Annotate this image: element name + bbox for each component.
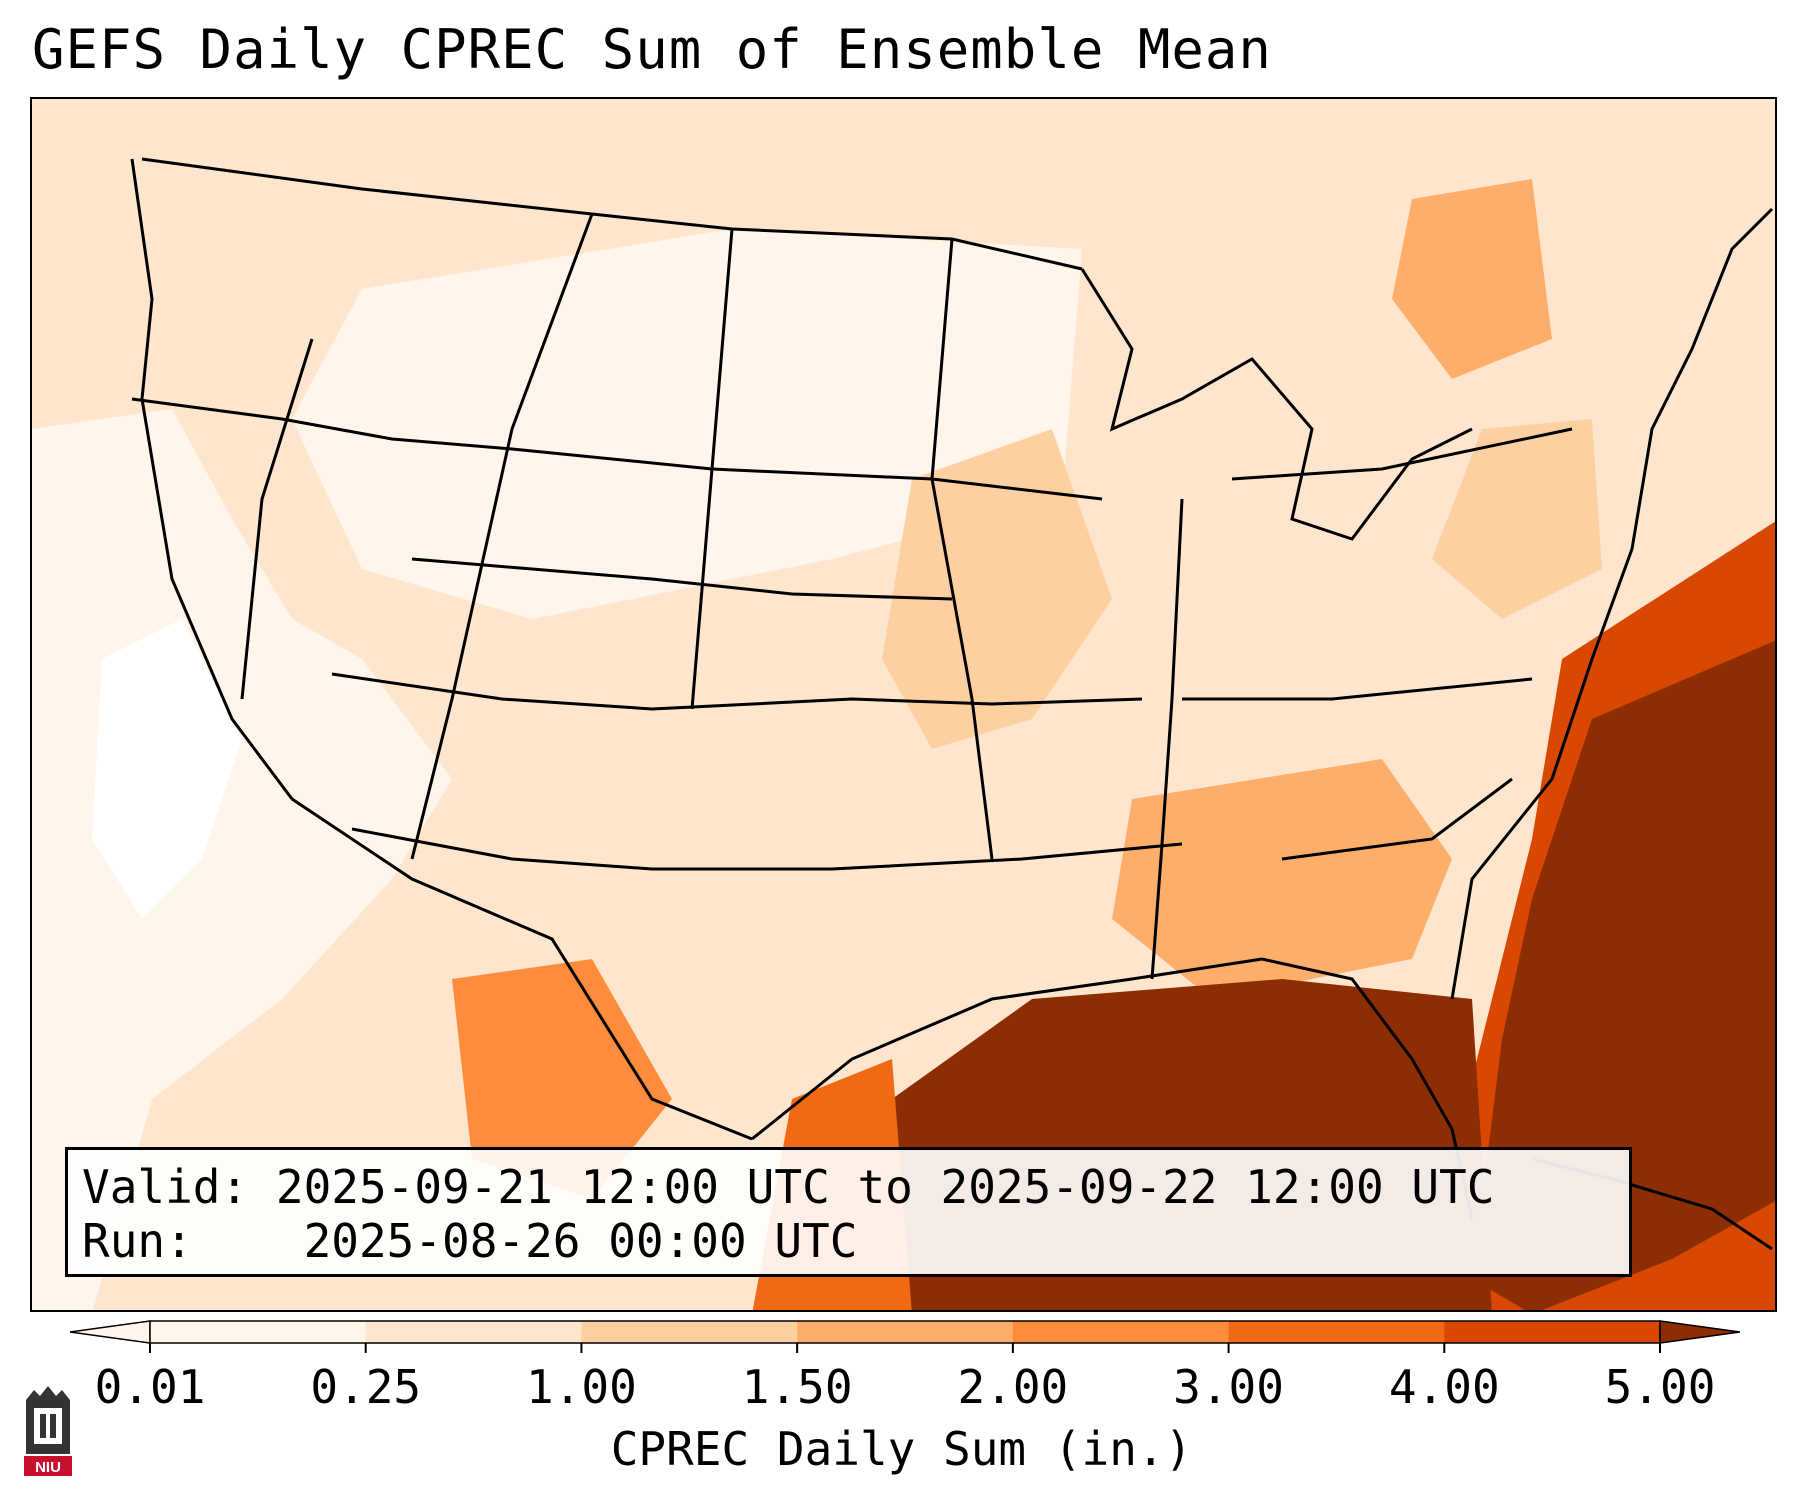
state-line-3 xyxy=(351,827,1183,871)
colorbar-segment xyxy=(365,1321,582,1343)
state-line-7 xyxy=(930,238,994,860)
run-row: Run: 2025-08-26 00:00 UTC xyxy=(82,1214,1615,1268)
southeast-moderate-region xyxy=(1112,759,1452,999)
colorbar-extend-left xyxy=(69,1320,151,1344)
run-value: 2025-08-26 00:00 UTC xyxy=(303,1214,858,1268)
central-moderate-region xyxy=(882,429,1112,749)
colorbar-extend-right xyxy=(1659,1320,1741,1344)
colorbar-tick-label: 0.01 xyxy=(94,1360,206,1414)
colorbar-segment xyxy=(797,1321,1014,1343)
gulf-coastline xyxy=(751,957,1474,1220)
tower-window xyxy=(34,1408,62,1444)
precipitation-map xyxy=(30,97,1777,1312)
state-line-6 xyxy=(690,228,734,710)
colorbar-segment xyxy=(581,1321,798,1343)
state-line-11 xyxy=(1231,427,1573,481)
atlantic-coastline xyxy=(1450,207,1774,1000)
colorbar-label: CPREC Daily Sum (in.) xyxy=(610,1422,1193,1476)
valid-value: 2025-09-21 12:00 UTC to 2025-09-22 12:00… xyxy=(275,1160,1495,1214)
colorbar-svg xyxy=(69,1320,1741,1353)
boundary-lines xyxy=(130,157,1774,1251)
colorbar-segment xyxy=(150,1321,367,1343)
map-title: GEFS Daily CPREC Sum of Ensemble Mean xyxy=(32,18,1272,81)
valid-row: Valid: 2025-09-21 12:00 UTC to 2025-09-2… xyxy=(82,1160,1615,1214)
state-line-5 xyxy=(410,213,594,860)
atlantic-max-region xyxy=(1472,640,1775,1310)
colorbar-tick-label: 0.25 xyxy=(310,1360,422,1414)
colorbar-tick-label: 2.00 xyxy=(957,1360,1069,1414)
state-line-12 xyxy=(1281,777,1513,861)
northeast-moderate-region xyxy=(1432,419,1602,619)
us-canada-border xyxy=(141,157,1083,271)
colorbar-outline xyxy=(149,1320,1661,1344)
colorbar-tick-label: 1.50 xyxy=(741,1360,853,1414)
niu-logo: NIU xyxy=(20,1386,76,1478)
state-line-2 xyxy=(331,672,1143,711)
colorbar-tick-label: 1.00 xyxy=(526,1360,637,1414)
niu-logo-icon: NIU xyxy=(24,1386,72,1476)
colorbar-tick-label: 4.00 xyxy=(1388,1360,1500,1414)
state-line-4 xyxy=(411,557,953,601)
colorbar xyxy=(69,1313,1741,1363)
state-line-8 xyxy=(1150,498,1184,980)
valid-time-box: Valid: 2025-09-21 12:00 UTC to 2025-09-2… xyxy=(65,1147,1632,1277)
colorbar-tick-label: 5.00 xyxy=(1604,1360,1716,1414)
colorbar-segment xyxy=(1012,1321,1230,1343)
run-label: Run: xyxy=(82,1214,193,1268)
interior-light-region xyxy=(292,229,1082,619)
tower-bar-right xyxy=(50,1414,56,1438)
white-patch-west xyxy=(92,619,242,919)
western-light-region xyxy=(32,409,452,1310)
logo-banner xyxy=(24,1456,72,1476)
great-lakes-outline xyxy=(1080,268,1473,541)
pacific-coastline xyxy=(130,158,294,800)
colorbar-tick-label: 3.00 xyxy=(1173,1360,1284,1414)
mexico-coastline xyxy=(291,797,753,1141)
mexico-moderate-region xyxy=(452,959,672,1199)
logo-text: NIU xyxy=(35,1459,61,1476)
state-line-10 xyxy=(1182,677,1533,701)
map-canvas xyxy=(32,99,1775,1310)
colorbar-segment xyxy=(1444,1321,1661,1343)
valid-label: Valid: xyxy=(82,1160,249,1214)
tower-bar-left xyxy=(40,1414,46,1438)
state-line-9 xyxy=(240,338,314,700)
canada-moderate-region xyxy=(1392,179,1552,379)
colorbar-segment xyxy=(1228,1321,1445,1343)
